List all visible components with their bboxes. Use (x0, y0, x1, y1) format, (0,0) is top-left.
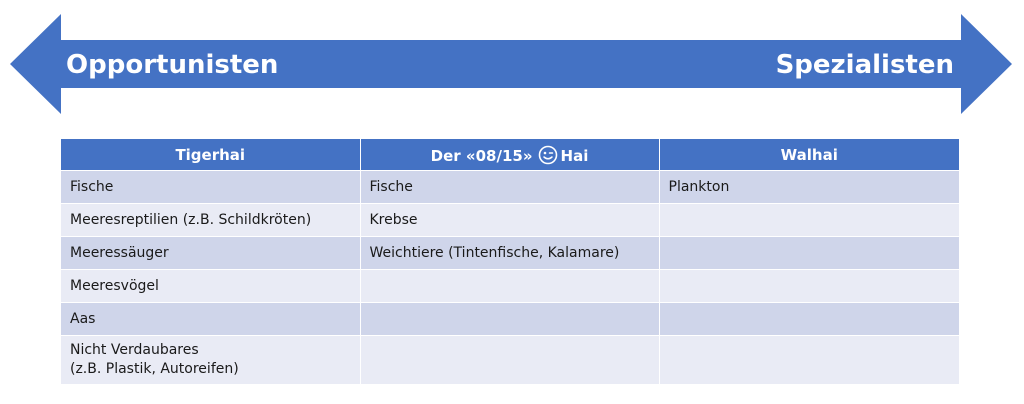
walhai-cell (658, 269, 959, 303)
table-header-row: Tigerhai Der «08/15» Hai Walhai (61, 139, 959, 171)
tigerhai-cell: Fische (61, 170, 361, 204)
standard-hai-cell: Weichtiere (Tintenfische, Kalamare) (359, 236, 660, 270)
table-row: Meeresvögel (61, 269, 959, 303)
walhai-cell: Plankton (658, 170, 959, 204)
spezialisten-label: Spezialisten (775, 50, 954, 80)
standard-hai-cell: Krebse (359, 203, 660, 237)
tigerhai-cell: Nicht Verdaubares (z.B. Plastik, Autorei… (61, 335, 361, 384)
winking-smiley-icon (538, 145, 557, 164)
standard-hai-cell: Fische (359, 170, 660, 204)
walhai-cell (658, 335, 959, 384)
tigerhai-cell-line2: (z.B. Plastik, Autoreifen) (70, 361, 239, 377)
header-hai-text: Hai (560, 146, 589, 165)
opportunisten-label: Opportunisten (66, 50, 279, 80)
header-08-15-text: Der «08/15» (430, 146, 533, 165)
walhai-cell (658, 203, 959, 237)
tigerhai-cell: Meeresvögel (61, 269, 361, 303)
standard-hai-cell (359, 269, 660, 303)
header-08-15-hai: Der «08/15» Hai (359, 139, 660, 171)
tigerhai-cell-line1: Nicht Verdaubares (70, 342, 199, 358)
double-headed-arrow (10, 14, 1012, 114)
tigerhai-cell: Meeresreptilien (z.B. Schildkröten) (61, 203, 361, 237)
arrow-shape (10, 14, 1012, 114)
standard-hai-cell (359, 335, 660, 384)
walhai-cell (658, 302, 959, 336)
table-row: Nicht Verdaubares (z.B. Plastik, Autorei… (61, 335, 959, 384)
tigerhai-cell: Aas (61, 302, 361, 336)
table-row: Fische Fische Plankton (61, 170, 959, 204)
header-tigerhai: Tigerhai (61, 139, 361, 171)
standard-hai-cell (359, 302, 660, 336)
table-row: Meeressäuger Weichtiere (Tintenfische, K… (61, 236, 959, 270)
table-row: Aas (61, 302, 959, 336)
header-walhai: Walhai (658, 139, 959, 171)
table-row: Meeresreptilien (z.B. Schildkröten) Kreb… (61, 203, 959, 237)
tigerhai-cell: Meeressäuger (61, 236, 361, 270)
diet-table: Tigerhai Der «08/15» Hai Walhai Fische F… (61, 139, 959, 384)
walhai-cell (658, 236, 959, 270)
